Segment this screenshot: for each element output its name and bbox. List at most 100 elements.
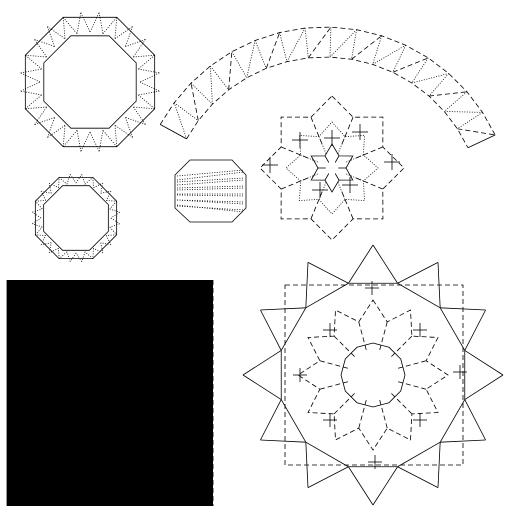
ring-edge (114, 125, 118, 147)
arc-edge (372, 35, 383, 65)
ring-edge (25, 54, 47, 58)
arc-edge (304, 28, 309, 58)
ring-edge (48, 242, 52, 253)
ring-edge (100, 242, 111, 246)
ring-edge (93, 247, 103, 254)
big-star-edge (464, 309, 486, 351)
ring-edge (138, 54, 155, 70)
star-edge (324, 155, 330, 163)
ring-edge (32, 211, 42, 219)
big-star-edge (307, 466, 349, 488)
big-star-edge (397, 282, 441, 309)
big-star-edge (397, 441, 441, 468)
strip-tri (85, 281, 95, 299)
ring-edge (32, 223, 43, 228)
star-edge (379, 321, 388, 352)
ring-edge (32, 208, 43, 213)
big-star-edge (372, 466, 398, 506)
ring-edge (25, 106, 47, 110)
strip-tri (157, 281, 166, 299)
big-star-edge (260, 307, 306, 311)
star-edge (281, 146, 310, 159)
ring-edge (35, 200, 43, 210)
cylinder-edge (176, 185, 245, 189)
arc-edge (457, 128, 496, 136)
big-star-hole (340, 342, 406, 408)
ring-edge (100, 183, 104, 194)
ring-edge (76, 12, 82, 34)
ring-edge (47, 26, 66, 40)
ring-edge (40, 235, 47, 245)
ring-edge (62, 17, 66, 39)
big-star-edge (242, 374, 282, 400)
strip-tri (101, 281, 111, 299)
ring-edge (75, 252, 83, 262)
ring-edge (139, 72, 160, 83)
ring-edge (41, 242, 52, 246)
ring-edge (81, 251, 86, 262)
ring-edge (125, 116, 146, 125)
big-star-edge (439, 307, 466, 351)
big-star-edge (305, 282, 349, 309)
ring-edge (80, 131, 91, 152)
ring-edge (109, 226, 117, 236)
ring-edge (34, 116, 55, 125)
ring-edge (114, 26, 133, 40)
ring-edge (49, 182, 59, 189)
ring-edge (69, 252, 77, 262)
arc-edge (428, 91, 468, 97)
big-star-edge (372, 244, 398, 284)
ring-edge (84, 177, 94, 185)
star (310, 143, 354, 193)
ring-edge (98, 12, 104, 34)
ring-edge (47, 124, 66, 138)
ring-edge (132, 39, 146, 58)
strip-tri (70, 281, 79, 299)
cylinder-edge (176, 199, 245, 205)
strip-tri (196, 281, 206, 299)
cylinder-edge (176, 177, 245, 183)
ring-edge (138, 94, 155, 110)
ring-inner (43, 185, 109, 251)
strip-tri (141, 281, 150, 299)
arc-edge (210, 65, 229, 91)
ring-edge (35, 226, 43, 236)
star-edge (396, 381, 427, 390)
strip-tri (93, 281, 103, 299)
ring-edge (66, 251, 71, 262)
star-edge (345, 173, 364, 182)
big-star-edge (260, 309, 282, 351)
arc-edge (428, 73, 450, 97)
star-edge (354, 177, 383, 190)
strip-tri (54, 281, 63, 299)
ring-edge (34, 106, 48, 125)
ring-edge (100, 242, 104, 253)
star-edge (390, 392, 413, 415)
star-edge (341, 190, 354, 219)
big-star-edge (260, 399, 282, 441)
arc-edge (160, 124, 187, 140)
arc-edge (228, 51, 233, 90)
arc-edge (231, 51, 248, 78)
big-star-edge (464, 399, 486, 441)
ring-edge (89, 12, 100, 33)
strip-tri (133, 281, 143, 299)
ring-edge (92, 248, 94, 259)
ring-edge (110, 217, 120, 225)
strip-tri (38, 281, 47, 299)
strip-tri (46, 281, 55, 299)
big-star-edge (439, 399, 466, 443)
star-edge (300, 173, 319, 182)
cylinder-edge (176, 179, 245, 186)
strip-tri (165, 281, 174, 299)
ring-edge (41, 190, 52, 194)
ring-edge (35, 234, 46, 236)
arc-end (467, 134, 496, 149)
ring-edge (138, 90, 160, 96)
arc-edge (457, 112, 483, 130)
big-star-edge (464, 350, 504, 376)
star-edge (319, 381, 350, 390)
strip-tri (62, 281, 71, 299)
big-star-edge (397, 262, 439, 284)
